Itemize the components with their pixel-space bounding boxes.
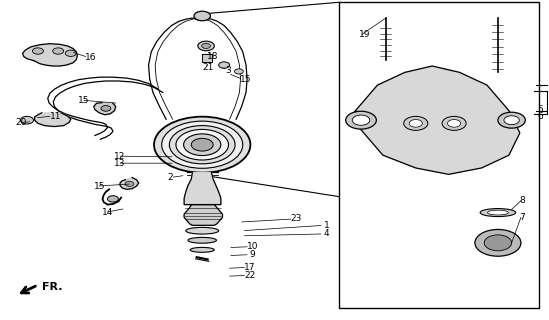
Circle shape (53, 48, 64, 54)
Circle shape (183, 134, 221, 156)
Polygon shape (350, 66, 520, 174)
Circle shape (201, 44, 210, 49)
Circle shape (198, 41, 214, 51)
Bar (339, 2, 539, 308)
Text: 7: 7 (519, 213, 525, 222)
Polygon shape (35, 113, 71, 126)
Circle shape (447, 120, 461, 127)
Text: 5: 5 (537, 105, 543, 114)
Circle shape (191, 138, 213, 151)
Text: 20: 20 (16, 118, 27, 127)
Circle shape (20, 116, 33, 124)
Circle shape (504, 116, 519, 124)
Text: 17: 17 (244, 263, 256, 272)
Circle shape (176, 129, 228, 160)
Circle shape (484, 235, 512, 251)
Circle shape (219, 62, 229, 68)
Polygon shape (184, 204, 222, 225)
Circle shape (101, 106, 111, 111)
Circle shape (125, 181, 134, 187)
Text: 21: 21 (202, 63, 214, 72)
Circle shape (154, 117, 250, 173)
Bar (202, 54, 212, 62)
Text: 10: 10 (247, 242, 259, 251)
Text: 15: 15 (93, 182, 105, 191)
Circle shape (169, 125, 235, 164)
Ellipse shape (488, 210, 508, 215)
Polygon shape (184, 173, 221, 204)
Ellipse shape (190, 247, 214, 252)
Text: 18: 18 (208, 52, 219, 61)
Circle shape (498, 112, 525, 128)
Text: 15: 15 (240, 75, 252, 84)
Text: 16: 16 (85, 53, 97, 62)
Polygon shape (23, 44, 77, 66)
Circle shape (404, 116, 428, 130)
Circle shape (475, 229, 521, 256)
Text: 6: 6 (537, 113, 543, 122)
Ellipse shape (188, 237, 216, 243)
Text: 11: 11 (50, 112, 61, 121)
Text: 23: 23 (291, 214, 302, 223)
Text: 15: 15 (78, 96, 89, 105)
Text: 8: 8 (519, 196, 525, 205)
Circle shape (352, 115, 370, 125)
Circle shape (65, 50, 76, 56)
Circle shape (346, 111, 377, 129)
Text: 4: 4 (324, 229, 329, 238)
Ellipse shape (480, 209, 516, 217)
Circle shape (409, 120, 422, 127)
Ellipse shape (186, 228, 219, 234)
Text: 12: 12 (114, 152, 126, 161)
Text: 3: 3 (225, 66, 231, 75)
Text: 2: 2 (167, 173, 173, 182)
Circle shape (234, 69, 243, 74)
Polygon shape (94, 103, 116, 115)
Text: FR.: FR. (42, 282, 62, 292)
Circle shape (194, 11, 210, 21)
Circle shape (162, 121, 243, 168)
Circle shape (32, 48, 43, 54)
Text: 14: 14 (102, 208, 113, 217)
Circle shape (442, 116, 466, 130)
Polygon shape (120, 178, 139, 189)
Text: 13: 13 (114, 159, 126, 168)
Text: 9: 9 (250, 250, 255, 259)
Text: 19: 19 (359, 30, 371, 39)
Circle shape (108, 196, 119, 202)
Text: 22: 22 (244, 271, 255, 280)
Text: 1: 1 (324, 221, 329, 230)
